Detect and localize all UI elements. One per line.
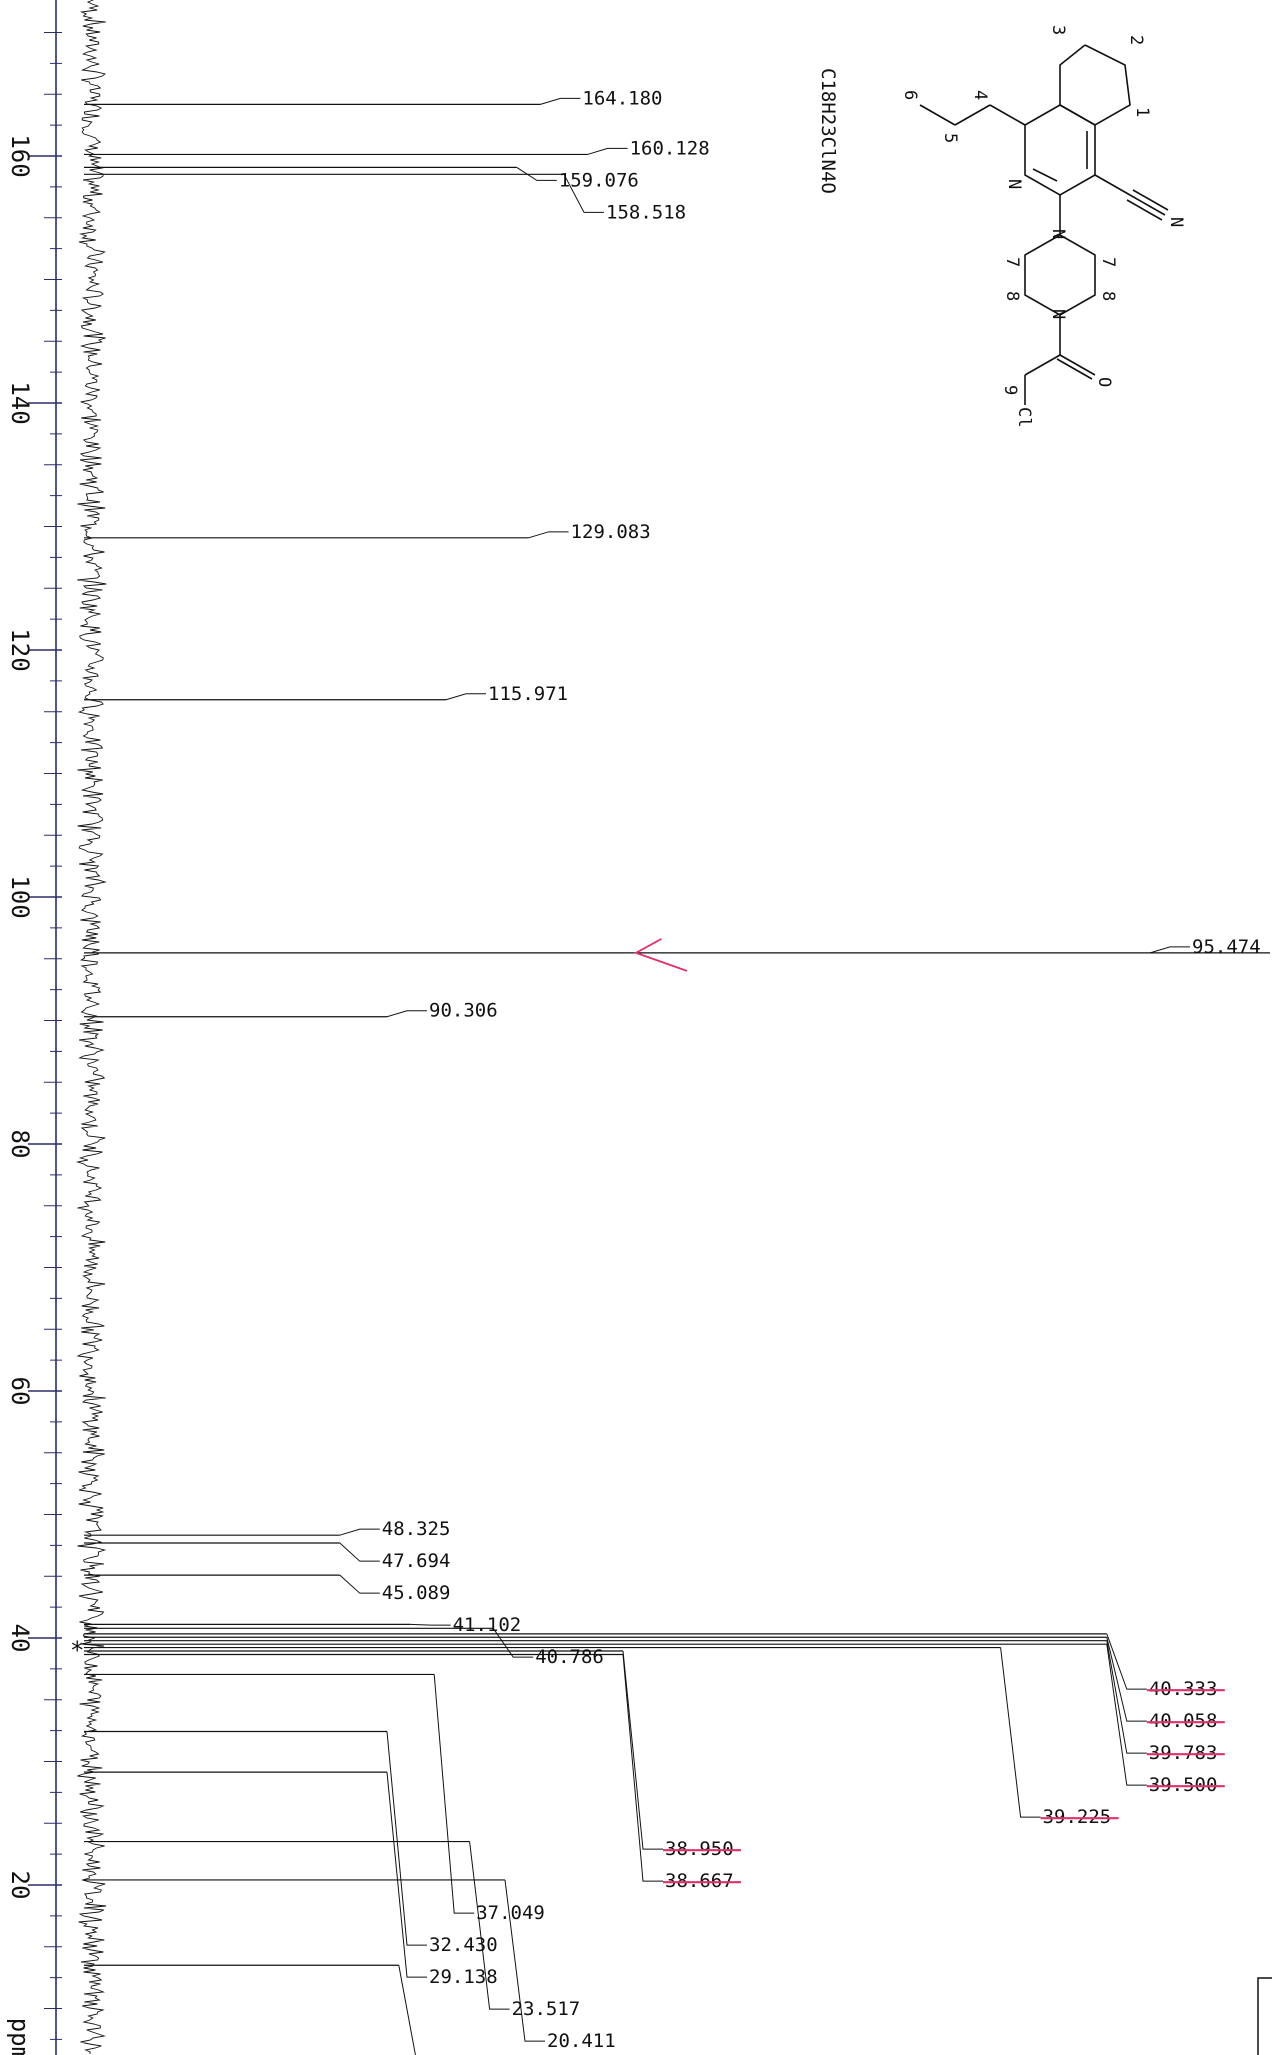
- label-leader: [528, 531, 569, 539]
- label-leader: [587, 147, 628, 155]
- frame-corner: [1257, 1977, 1272, 2055]
- peak-label: 95.474: [1192, 936, 1261, 958]
- label-leader: [1106, 1637, 1147, 1722]
- ppm-axis: 160 140 120 100 80 60 40 20 ppm *: [6, 0, 84, 2055]
- peak-label: 129.083: [571, 521, 651, 543]
- position-number: 7: [1098, 257, 1118, 267]
- position-number: 2: [1126, 35, 1146, 45]
- peak-label: 159.076: [559, 169, 639, 191]
- axis-tick-label: 140: [6, 381, 34, 424]
- peak-label: 164.180: [582, 87, 662, 109]
- label-leader: [622, 1650, 663, 1850]
- label-leader: [1149, 946, 1190, 954]
- baseline-noise: [75, 0, 107, 2055]
- label-leader: [563, 174, 604, 213]
- atom-label: N: [1048, 229, 1068, 239]
- label-leader: [433, 1674, 475, 1914]
- label-leader: [504, 1879, 545, 2042]
- noise-trace: [75, 0, 107, 2055]
- axis-tick-label: 20: [6, 1871, 34, 1900]
- position-number: 5: [940, 133, 960, 143]
- axis-tick-label: 100: [6, 875, 34, 918]
- atom-label: N: [1048, 309, 1068, 319]
- peak-label: 115.971: [488, 683, 568, 705]
- label-leader: [492, 1628, 534, 1658]
- peak-label: 41.102: [453, 1614, 522, 1636]
- label-leader: [1000, 1647, 1041, 1818]
- label-leader: [516, 166, 557, 181]
- label-leader: [386, 1772, 427, 1978]
- label-leader: [469, 1841, 510, 2010]
- label-leader: [398, 1965, 416, 2055]
- reference-mark: [633, 938, 688, 972]
- axis-tick-label: 160: [6, 134, 34, 177]
- peak-labels: 164.180 160.128 159.076 158.518 129.083 115.9…: [339, 87, 1261, 2055]
- position-number: 3: [1048, 25, 1068, 35]
- label-leader: [339, 1528, 380, 1536]
- label-leader: [386, 1731, 427, 1946]
- peak-label: 20.411: [547, 2030, 616, 2052]
- label-leader: [1106, 1644, 1147, 1786]
- peak-label: 90.306: [429, 1000, 498, 1022]
- atom-label: N: [1004, 179, 1024, 189]
- atom-label: N: [1166, 217, 1186, 227]
- label-leader: [386, 1010, 427, 1018]
- position-number: 8: [1002, 291, 1022, 301]
- label-leader: [540, 97, 581, 105]
- peak-label: 37.049: [476, 1902, 545, 1924]
- label-leader: [339, 1542, 380, 1562]
- peak-label: 158.518: [606, 201, 686, 223]
- peak-label: 47.694: [382, 1550, 451, 1572]
- peak-label: 48.325: [382, 1518, 451, 1540]
- position-number: 1: [1132, 107, 1152, 117]
- peak-label: 32.430: [429, 1934, 498, 1956]
- label-leader: [410, 1623, 451, 1626]
- peak-label: 45.089: [382, 1582, 451, 1604]
- label-leader: [445, 693, 486, 701]
- axis-tick-label: 120: [6, 628, 34, 671]
- axis-tick-label: 80: [6, 1130, 34, 1159]
- atom-label: Cl: [1014, 407, 1034, 427]
- axis-tick-label: 60: [6, 1377, 34, 1406]
- atom-label: O: [1094, 377, 1114, 387]
- label-leader: [339, 1574, 380, 1594]
- position-number: 7: [1002, 257, 1022, 267]
- axis-unit-label: ppm: [6, 2018, 34, 2055]
- axis-tick-label: 40: [6, 1624, 34, 1653]
- molecular-formula: C18H23ClN4O: [817, 68, 839, 194]
- label-leader: [1106, 1633, 1147, 1690]
- position-number: 9: [1000, 385, 1020, 395]
- solvent-marker: *: [70, 1636, 84, 1664]
- position-number: 8: [1098, 291, 1118, 301]
- peak-label: 160.128: [630, 137, 710, 159]
- label-leader: [622, 1654, 663, 1882]
- peak-label: 40.786: [535, 1646, 604, 1668]
- peak-lines: [84, 103, 1270, 1966]
- peak-label: 23.517: [512, 1998, 581, 2020]
- position-number: 4: [970, 90, 990, 100]
- position-number: 6: [900, 90, 920, 100]
- label-leader: [1106, 1640, 1147, 1754]
- peak-label: 29.138: [429, 1966, 498, 1988]
- molecule-structure: N N N N O Cl 1 2 3 4 5 6 7 7 8 8 9: [900, 25, 1186, 427]
